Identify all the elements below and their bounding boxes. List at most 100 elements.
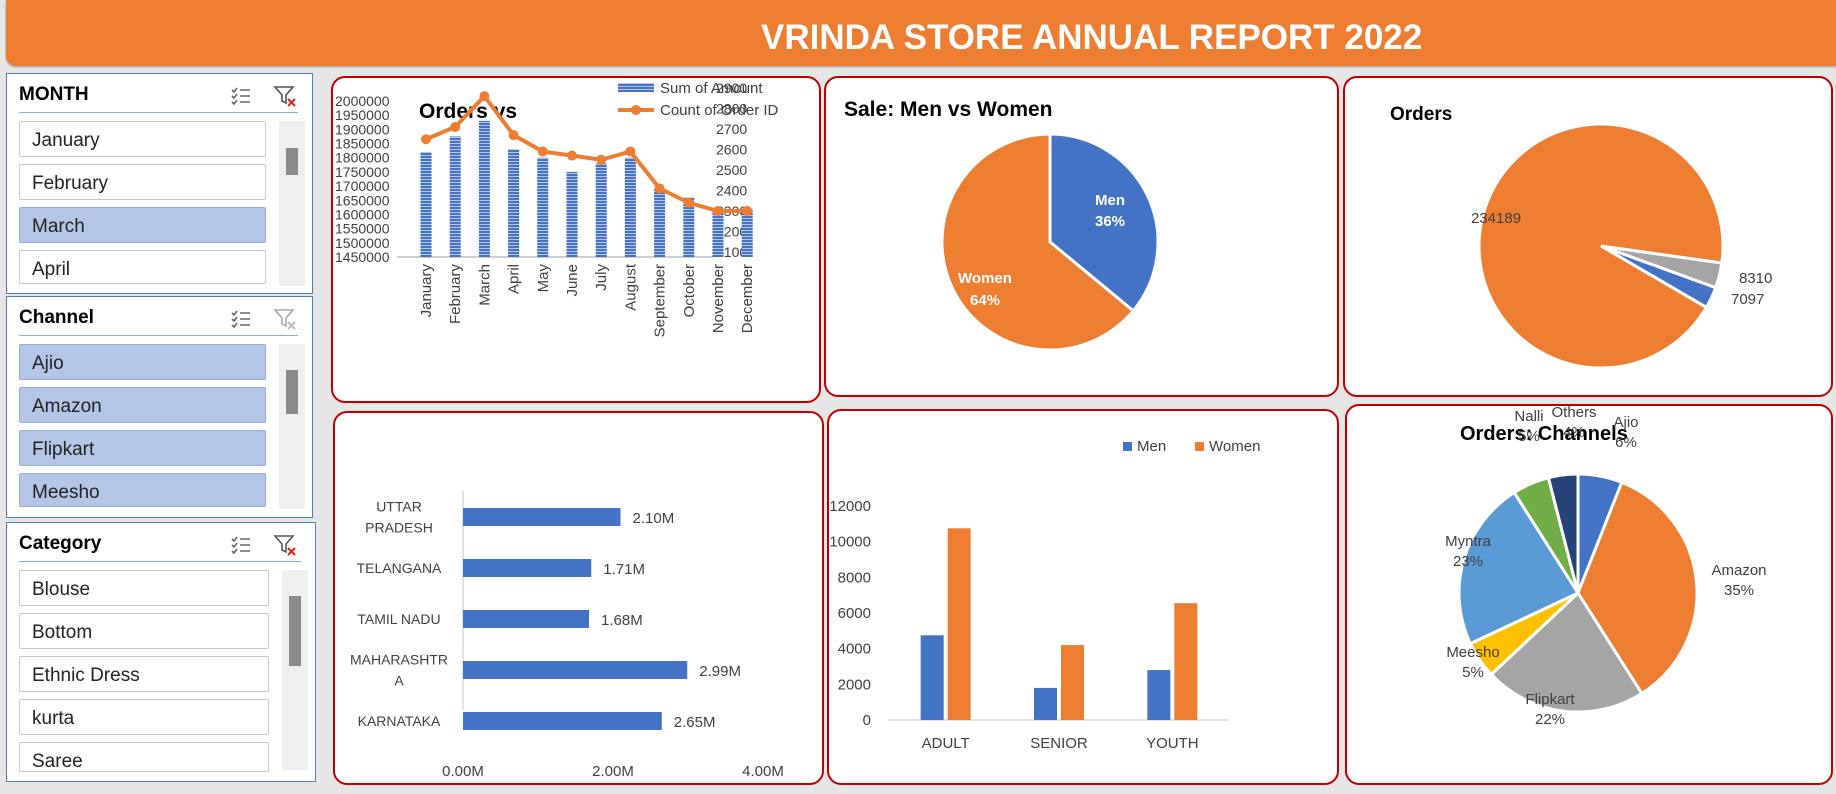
state-bar — [463, 610, 589, 628]
channel-scrollbar[interactable] — [279, 344, 305, 509]
state-category-label: KARNATAKA — [358, 713, 441, 729]
state-value-label: 2.99M — [699, 663, 741, 680]
orders-label-delivered: 234189 — [1471, 210, 1521, 227]
women-data-label-value: 64% — [970, 292, 1000, 309]
channel-name-label: Others — [1551, 406, 1596, 421]
age-gender-bar — [1034, 687, 1057, 720]
top-states-panel: 2.10M UTTAR PRADESH 1.71M TELANGANA 1.68M TAMI… — [333, 411, 824, 785]
month-slicer[interactable]: MONTH January February March April — [6, 73, 313, 294]
channel-item-meesho[interactable]: Meesho — [19, 473, 266, 507]
amount-bar — [683, 197, 695, 257]
x-axis-tick: 2.00M — [592, 763, 634, 780]
legend-swatch-men — [1123, 442, 1132, 451]
right-axis-tick: 2200 — [716, 224, 747, 240]
clear-filter-icon[interactable] — [273, 84, 297, 108]
state-category-label: UTTAR — [376, 499, 422, 515]
orders-label-7097: 7097 — [1731, 291, 1764, 308]
category-item-blouse[interactable]: Blouse — [19, 570, 269, 606]
channel-item-flipkart[interactable]: Flipkart — [19, 430, 266, 466]
month-tick-label: October — [681, 264, 698, 317]
category-scroll-thumb[interactable] — [289, 596, 301, 666]
month-tick-label: June — [564, 264, 581, 297]
left-axis-tick: 1850000 — [335, 136, 390, 152]
orders-channels-panel: Orders: Channels Ajio 6% Amazon 35% Flipkart… — [1345, 404, 1833, 785]
orders-count-point — [742, 206, 753, 216]
channel-slicer[interactable]: Channel Ajio Amazon Flipkart Meesho — [6, 296, 313, 518]
sale-men-women-panel: Sale: Men vs Women Men 36% Women 64% — [824, 76, 1339, 397]
category-item-ethnic-dress[interactable]: Ethnic Dress — [19, 656, 269, 692]
age-category-label: ADULT — [922, 735, 970, 752]
y-axis-tick: 2000 — [838, 676, 871, 693]
category-item-kurta[interactable]: kurta — [19, 699, 269, 735]
age-gender-bar — [1061, 645, 1084, 720]
y-axis-tick: 12000 — [829, 498, 871, 515]
channel-slice-myntra — [1457, 490, 1581, 646]
category-item-bottom[interactable]: Bottom — [19, 613, 269, 649]
y-axis-tick: 6000 — [838, 605, 871, 622]
state-bar — [463, 661, 688, 679]
orders-count-point — [421, 134, 431, 145]
legend-label-orders: Count of Order ID — [660, 102, 779, 119]
orders-chart: 234189 8310 7097 — [1471, 122, 1772, 370]
channel-name-label: Nalli — [1514, 408, 1543, 425]
category-item-saree[interactable]: Saree — [19, 742, 269, 772]
gender-slice-women — [940, 132, 1136, 352]
orders-count-point — [654, 183, 665, 194]
clear-filter-icon[interactable] — [273, 307, 297, 331]
age-gender-bar — [1147, 670, 1171, 720]
orders-slice-234189 — [1477, 122, 1725, 370]
age-gender-panel: 0 2000 4000 6000 8000 10000 12000 ADULT SENIOR YO… — [827, 409, 1339, 785]
amount-bar — [478, 120, 490, 257]
channel-percent-label: 4% — [1563, 424, 1585, 441]
multi-select-icon[interactable] — [229, 533, 253, 557]
x-axis-tick: 0.00M — [442, 763, 484, 780]
left-axis-tick: 1550000 — [335, 221, 390, 237]
top-states-chart: 2.10M UTTAR PRADESH 1.71M TELANGANA 1.68M TAMI… — [350, 491, 784, 780]
channel-item-amazon[interactable]: Amazon — [19, 387, 266, 423]
channel-name-label: Ajio — [1613, 414, 1638, 431]
category-slicer-title: Category — [19, 533, 102, 554]
y-axis-tick: 4000 — [838, 641, 871, 658]
channel-slice-others — [1546, 472, 1580, 594]
month-scrollbar[interactable] — [279, 121, 305, 286]
category-slicer[interactable]: Category Blouse Bottom Ethnic Dress kurt… — [6, 522, 316, 782]
orders-channels-chart: Ajio 6% Amazon 35% Flipkart 22% Meesho 5% Myntra… — [1445, 406, 1766, 728]
state-category-label: PRADESH — [365, 520, 433, 536]
orders-count-point — [713, 206, 723, 216]
amount-bar — [537, 157, 549, 257]
age-gender-bar — [947, 528, 971, 720]
men-data-label-name: Men — [1095, 192, 1125, 209]
category-scrollbar[interactable] — [282, 570, 308, 770]
channel-scroll-thumb[interactable] — [286, 370, 298, 414]
amount-bar — [624, 157, 636, 257]
state-category-label: TELANGANA — [357, 560, 442, 576]
channel-percent-label: 23% — [1453, 553, 1483, 570]
channel-percent-label: 5% — [1462, 664, 1484, 681]
left-axis-tick: 1800000 — [335, 150, 390, 166]
orders-count-point — [567, 150, 577, 161]
channel-item-ajio[interactable]: Ajio — [19, 344, 266, 380]
month-item-march[interactable]: March — [19, 207, 266, 243]
multi-select-icon[interactable] — [229, 84, 253, 108]
state-bar — [463, 559, 592, 577]
legend-label-women: Women — [1209, 438, 1260, 455]
month-tick-label: March — [476, 264, 493, 306]
month-item-april[interactable]: April — [19, 250, 266, 284]
channel-percent-label: 35% — [1724, 582, 1754, 599]
left-axis-tick: 1450000 — [335, 249, 390, 265]
orders-title: Orders — [1390, 104, 1453, 125]
month-tick-label: November — [710, 264, 727, 333]
multi-select-icon[interactable] — [229, 307, 253, 331]
state-value-label: 2.10M — [633, 510, 675, 527]
channel-slice-amazon — [1576, 480, 1699, 696]
month-item-february[interactable]: February — [19, 164, 266, 200]
month-slicer-title: MONTH — [19, 84, 89, 105]
clear-filter-icon[interactable] — [273, 533, 297, 557]
month-scroll-thumb[interactable] — [286, 148, 298, 175]
women-data-label-name: Women — [958, 270, 1012, 287]
channel-name-label: Amazon — [1711, 562, 1766, 579]
y-axis-tick: 0 — [863, 712, 871, 729]
state-category-label: MAHARASHTR — [350, 652, 448, 668]
legend-marker-orders — [631, 105, 641, 115]
month-item-january[interactable]: January — [19, 121, 266, 157]
